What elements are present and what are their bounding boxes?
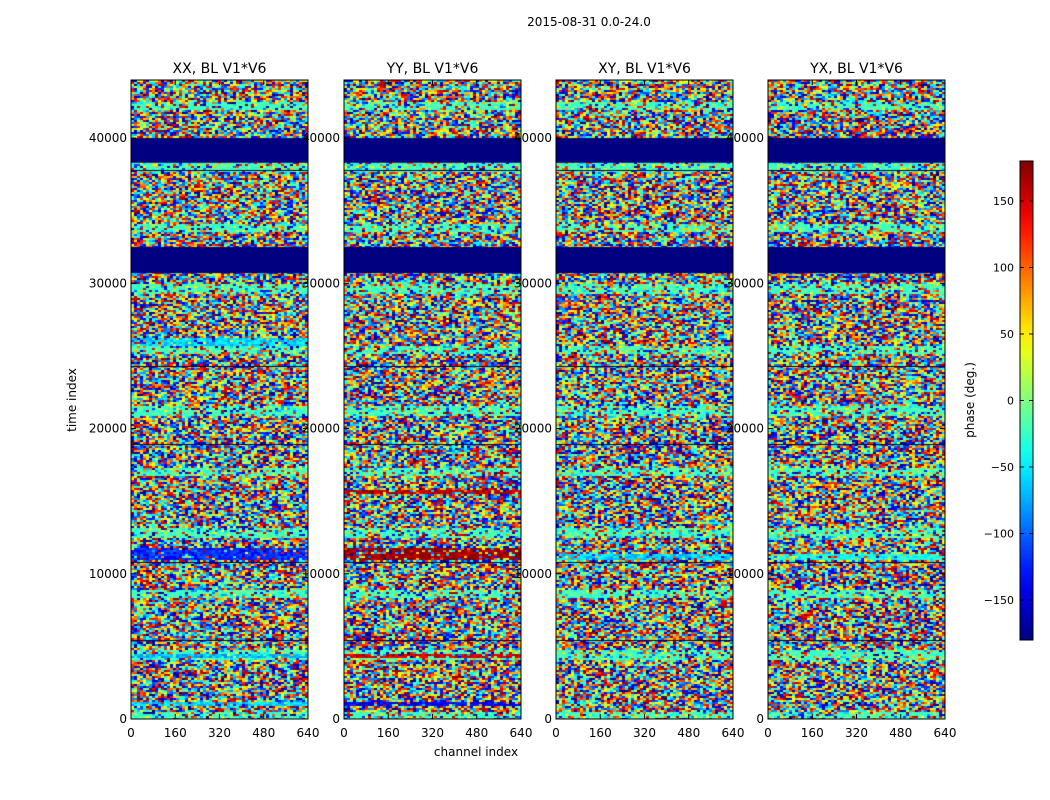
x-tick-label: 480	[677, 726, 700, 740]
phase-image	[556, 80, 733, 719]
y-tick-label: 30000	[726, 276, 764, 290]
x-tick-label: 640	[934, 726, 957, 740]
colorbar: −150 −100 −50 0 50 100 150	[984, 160, 1034, 641]
panel-title: YX, BL V1*V6	[809, 61, 903, 77]
y-tick-label: 10000	[302, 567, 340, 581]
colorbar-tick-label: −150	[984, 594, 1014, 607]
colorbar-tick-label: −100	[984, 528, 1014, 541]
x-tick-label: 320	[421, 726, 444, 740]
y-tick-label: 30000	[514, 276, 552, 290]
x-tick-label: 320	[208, 726, 231, 740]
panel-title: YY, BL V1*V6	[386, 61, 479, 77]
y-tick-label: 40000	[514, 131, 552, 145]
y-tick-label: 10000	[726, 567, 764, 581]
x-tick-label: 320	[633, 726, 656, 740]
x-tick-label: 0	[764, 726, 772, 740]
panel-3: XY, BL V1*V6 0 160 320 480 640 0 10000 20000 3000…	[514, 61, 745, 740]
x-tick-label: 160	[164, 726, 187, 740]
colorbar-tick-label: −50	[991, 461, 1014, 474]
x-tick-label: 0	[552, 726, 560, 740]
x-tick-label: 640	[297, 726, 320, 740]
y-tick-label: 10000	[89, 567, 127, 581]
y-tick-label: 0	[756, 712, 764, 726]
colorbar-tick-label: 0	[1007, 395, 1014, 408]
y-tick-label: 40000	[726, 131, 764, 145]
y-tick-label: 0	[119, 712, 127, 726]
y-axis-label: time index	[65, 368, 79, 432]
phase-image	[344, 80, 521, 719]
y-tick-label: 30000	[302, 276, 340, 290]
x-tick-label: 480	[252, 726, 275, 740]
y-tick-label: 0	[332, 712, 340, 726]
suptitle: 2015-08-31 0.0-24.0	[527, 15, 651, 29]
y-tick-label: 20000	[726, 422, 764, 436]
x-tick-label: 480	[889, 726, 912, 740]
phase-image	[768, 80, 945, 719]
phase-image	[131, 80, 308, 719]
colorbar-tick-label: 100	[993, 261, 1014, 274]
panel-title: XY, BL V1*V6	[598, 61, 691, 77]
x-axis-label: channel index	[434, 745, 518, 759]
x-tick-label: 0	[127, 726, 135, 740]
panels: XX, BL V1*V6 0 160 320 480 640 0 10000 20000 3000…	[89, 61, 957, 740]
panel-4: YX, BL V1*V6 0 160 320 480 640 0 10000 20000 3000…	[726, 61, 957, 740]
y-tick-label: 30000	[89, 276, 127, 290]
panel-1: XX, BL V1*V6 0 160 320 480 640 0 10000 20000 3000…	[89, 61, 320, 740]
colorbar-label: phase (deg.)	[963, 362, 977, 438]
colorbar-tick-label: 150	[993, 195, 1014, 208]
x-tick-label: 320	[845, 726, 868, 740]
x-tick-label: 480	[465, 726, 488, 740]
x-tick-label: 0	[340, 726, 348, 740]
y-tick-label: 20000	[514, 422, 552, 436]
panel-2: YY, BL V1*V6 0 160 320 480 640 0 10000 20000 3000…	[302, 61, 533, 740]
y-tick-label: 20000	[89, 422, 127, 436]
x-tick-label: 160	[377, 726, 400, 740]
panel-title: XX, BL V1*V6	[173, 61, 267, 77]
x-tick-label: 160	[801, 726, 824, 740]
y-tick-label: 10000	[514, 567, 552, 581]
y-tick-label: 40000	[89, 131, 127, 145]
x-tick-label: 640	[722, 726, 745, 740]
x-tick-label: 160	[589, 726, 612, 740]
colorbar-tick-label: 50	[1000, 328, 1014, 341]
y-tick-label: 0	[544, 712, 552, 726]
y-tick-label: 40000	[302, 131, 340, 145]
y-tick-label: 20000	[302, 422, 340, 436]
x-tick-label: 640	[510, 726, 533, 740]
